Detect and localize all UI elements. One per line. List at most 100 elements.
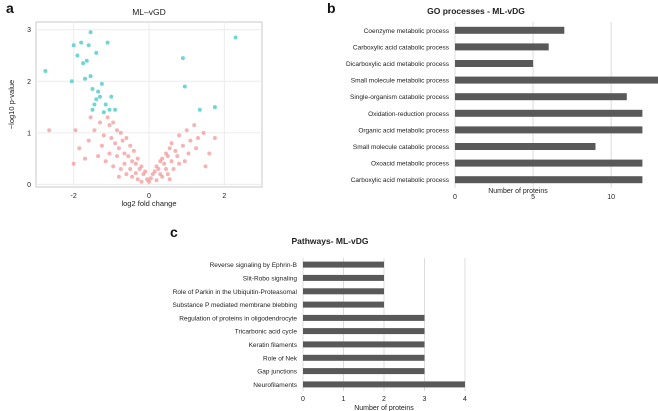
significant-point — [83, 76, 87, 81]
pathway-bar-chart-bar — [303, 381, 465, 388]
go-bar-chart-x-tick-label: 10 — [607, 194, 615, 201]
significant-point — [43, 69, 48, 73]
pathway-bar-chart-category-label: Tricarbonic acid cycle — [235, 329, 298, 336]
go-bar-chart-bar — [455, 93, 627, 101]
pathway-bar-chart-bar — [303, 301, 384, 308]
nonsignificant-point — [126, 154, 131, 159]
nonsignificant-point — [130, 159, 135, 164]
nonsignificant-point — [111, 120, 116, 125]
significant-point — [94, 50, 99, 55]
nonsignificant-point — [171, 167, 176, 171]
significant-point — [109, 94, 114, 99]
pathway-bar-chart-bar — [303, 261, 384, 268]
nonsignificant-point — [122, 151, 127, 156]
nonsignificant-point — [103, 159, 108, 164]
nonsignificant-point — [115, 154, 119, 159]
significant-point — [96, 89, 101, 94]
go-bar-chart-category-label: Small molecule catabolic process — [353, 144, 450, 151]
go-bar-chart-bar — [455, 126, 643, 134]
pathway-bar-chart-category-label: Regulation of proteins in oligodendrocyt… — [179, 315, 297, 322]
nonsignificant-point — [116, 174, 121, 179]
significant-point — [86, 43, 91, 48]
nonsignificant-point — [160, 156, 165, 161]
significant-point — [92, 102, 97, 107]
go-bar-chart-bar — [455, 60, 534, 67]
nonsignificant-point — [113, 141, 118, 146]
nonsignificant-point — [88, 115, 93, 120]
panel-letter-b: b — [327, 0, 336, 16]
significant-point — [98, 94, 102, 99]
nonsignificant-point — [107, 151, 112, 156]
significant-point — [69, 79, 74, 84]
nonsignificant-point — [71, 161, 76, 166]
significant-point — [84, 58, 89, 63]
pathway-bar-chart-x-tick-label: 3 — [423, 396, 427, 403]
significant-point — [107, 107, 112, 112]
nonsignificant-point — [152, 169, 157, 174]
nonsignificant-point — [92, 128, 97, 133]
go-bar-chart-x-axis-label: Number of proteins — [488, 188, 548, 195]
nonsignificant-point — [177, 161, 182, 166]
nonsignificant-point — [133, 161, 138, 166]
nonsignificant-point — [96, 154, 101, 159]
nonsignificant-point — [186, 151, 191, 156]
nonsignificant-point — [77, 146, 82, 151]
nonsignificant-point — [165, 172, 170, 177]
nonsignificant-point — [128, 143, 133, 148]
nonsignificant-point — [167, 146, 172, 151]
scatter-x-tick-label: 2 — [222, 193, 226, 200]
nonsignificant-point — [47, 128, 52, 133]
nonsignificant-point — [167, 177, 172, 182]
nonsignificant-point — [73, 128, 78, 133]
pathway-bar-chart-bar — [303, 314, 425, 321]
nonsignificant-point — [105, 115, 110, 120]
significant-point — [71, 43, 76, 48]
pathway-bar-chart-category-label: Slit-Robo signaling — [243, 275, 298, 282]
pathway-bar-chart-bar — [303, 288, 384, 295]
go-bar-chart-bar — [455, 176, 643, 184]
nonsignificant-point — [148, 176, 153, 181]
nonsignificant-point — [175, 154, 180, 159]
go-bar-chart-category-label: Carboxylic acid metabolic process — [351, 177, 450, 184]
pathway-bar-chart-category-label: Reverse signaling by Ephrin-B — [210, 262, 297, 269]
nonsignificant-point — [115, 128, 119, 133]
nonsignificant-point — [133, 171, 138, 176]
nonsignificant-point — [122, 161, 127, 166]
nonsignificant-point — [192, 123, 197, 128]
nonsignificant-point — [120, 138, 125, 143]
nonsignificant-point — [131, 148, 136, 153]
nonsignificant-point — [139, 179, 144, 184]
go-bar-chart-x-tick-label: 5 — [531, 194, 535, 201]
nonsignificant-point — [173, 148, 178, 153]
nonsignificant-point — [98, 120, 102, 125]
scatter-y-tick-label: 3 — [27, 27, 31, 34]
nonsignificant-point — [156, 167, 161, 171]
nonsignificant-point — [111, 164, 116, 169]
go-bar-chart-category-label: Oxidation-reduction process — [368, 111, 450, 118]
nonsignificant-point — [116, 146, 121, 151]
pathway-bar-chart-bar — [303, 368, 425, 375]
go-bar-chart-bar — [455, 159, 643, 167]
nonsignificant-point — [154, 178, 159, 183]
nonsignificant-point — [201, 130, 206, 135]
go-bar-chart-category-label: Coenzyme metabolic process — [364, 28, 450, 35]
pathway-bar-chart-bar — [303, 328, 425, 335]
significant-point — [79, 40, 84, 45]
significant-point — [212, 105, 217, 110]
nonsignificant-point — [118, 167, 123, 171]
nonsignificant-point — [124, 172, 129, 177]
scatter-title: ML–vGD — [132, 7, 166, 17]
scatter-y-axis-label: −log10 p-value — [7, 80, 16, 129]
nonsignificant-point — [177, 133, 182, 138]
go-bar-chart-bar — [455, 43, 549, 51]
go-bar-chart-category-label: Single-organism catabolic process — [350, 94, 450, 101]
nonsignificant-point — [180, 143, 185, 148]
nonsignificant-point — [169, 141, 174, 146]
pathway-bar-chart-bar — [303, 341, 425, 348]
scatter-x-axis-label: log2 fold change — [121, 199, 176, 208]
nonsignificant-point — [169, 159, 174, 164]
nonsignificant-point — [135, 156, 140, 161]
go-bar-chart-category-label: Dicarboxylic acid metabolic process — [346, 61, 450, 68]
scatter-y-tick-label: 2 — [27, 79, 31, 86]
scatter-x-tick-label: 0 — [147, 193, 151, 200]
